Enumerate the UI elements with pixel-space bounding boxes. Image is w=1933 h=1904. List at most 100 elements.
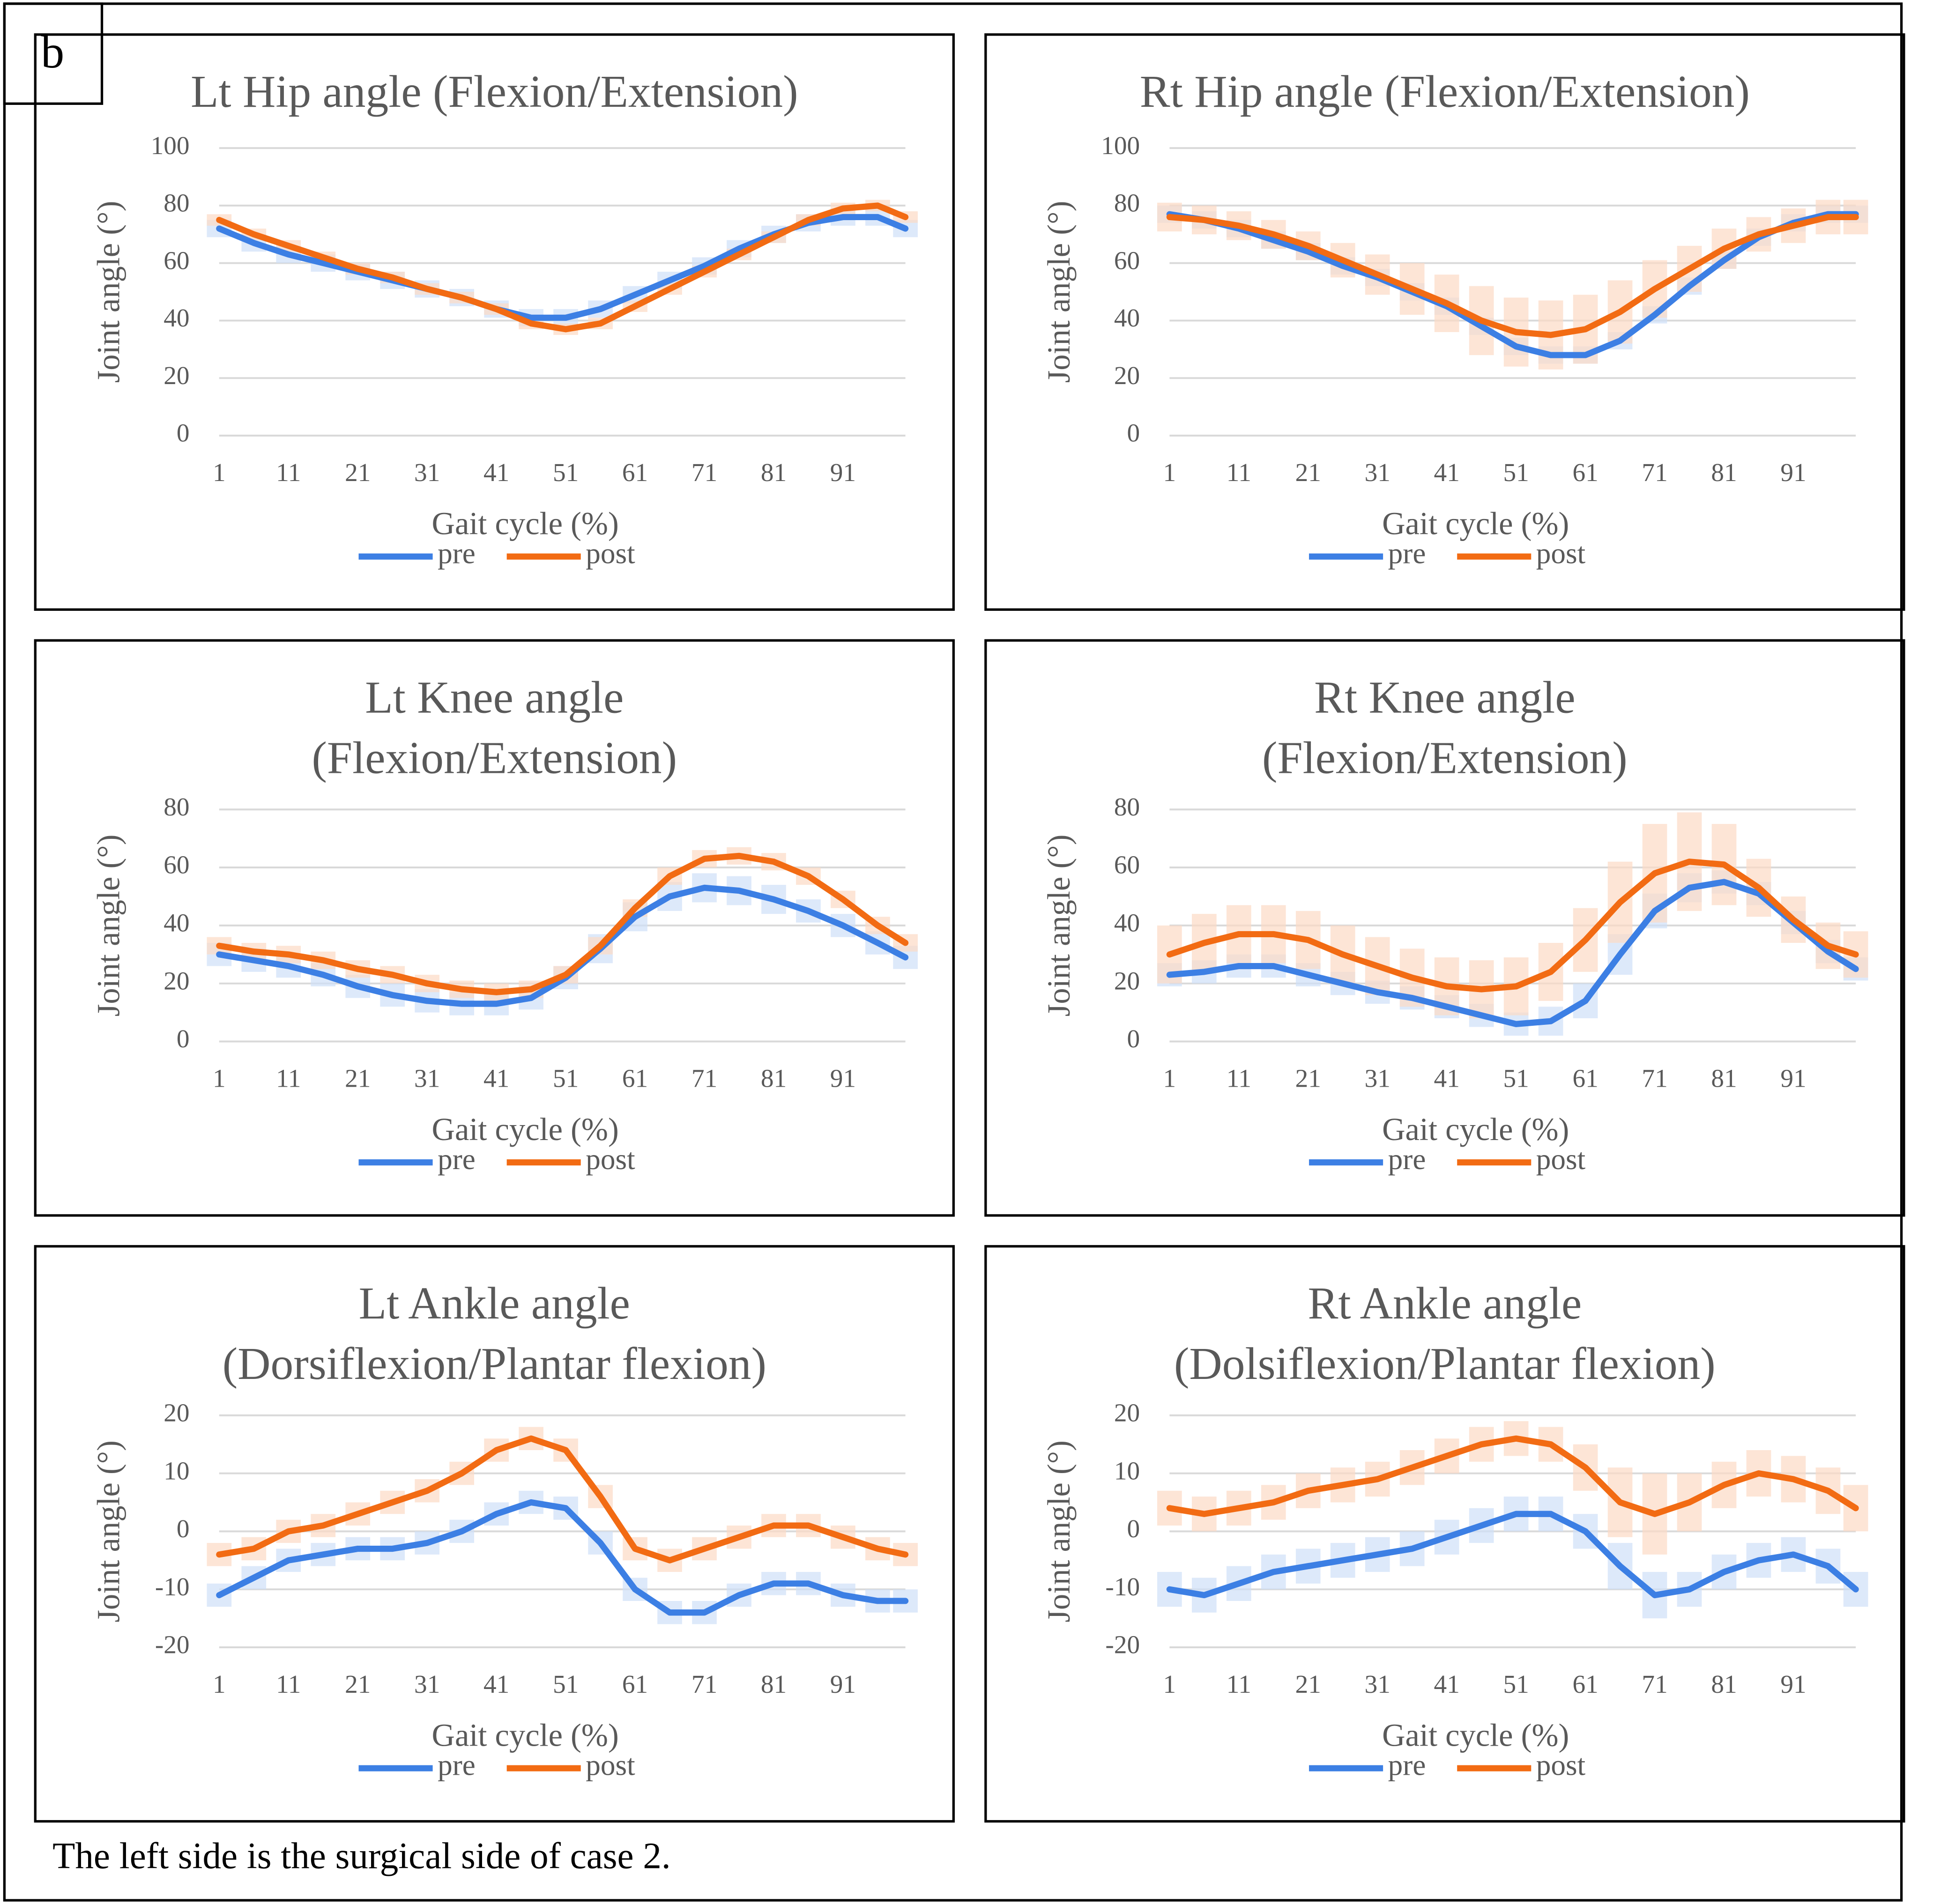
- y-axis-label: Joint angle (°): [90, 201, 126, 383]
- y-tick-label: 20: [1114, 1398, 1140, 1427]
- x-tick-label: 81: [1711, 1670, 1737, 1698]
- x-tick-label: 51: [1503, 458, 1529, 487]
- x-tick-label: 91: [830, 1064, 856, 1093]
- x-tick-label: 21: [345, 458, 371, 487]
- series-line: [216, 852, 909, 995]
- legend-label: post: [1536, 537, 1586, 570]
- caption: The left side is the surgical side of ca…: [52, 1836, 670, 1876]
- y-tick-label: 80: [1114, 189, 1140, 217]
- y-tick-label: 60: [1114, 246, 1140, 274]
- chart-title: (Flexion/Extension): [1262, 733, 1628, 783]
- chart-title: Lt Ankle angle: [359, 1278, 630, 1329]
- x-tick-label: 71: [691, 1670, 717, 1698]
- x-tick-label: 41: [483, 1064, 509, 1093]
- x-tick-label: 71: [1642, 1064, 1667, 1093]
- x-tick-label: 81: [1711, 1064, 1737, 1093]
- y-tick-label: 40: [164, 909, 189, 937]
- y-tick-label: 0: [1127, 419, 1140, 447]
- x-tick-label: 41: [1434, 458, 1460, 487]
- x-tick-label: 91: [830, 1670, 856, 1698]
- panel-border: [34, 33, 955, 611]
- x-tick-label: 41: [1434, 1670, 1460, 1698]
- legend-label: pre: [438, 1143, 476, 1176]
- y-axis-label: Joint angle (°): [90, 1440, 126, 1622]
- y-axis-label: Joint angle (°): [90, 834, 126, 1016]
- x-tick-label: 21: [1295, 1670, 1321, 1698]
- chart-title: Rt Knee angle: [1314, 672, 1576, 723]
- y-tick-label: 60: [164, 246, 189, 274]
- legend-label: post: [1536, 1143, 1586, 1176]
- x-tick-label: 51: [553, 1064, 579, 1093]
- legend-label: post: [586, 537, 635, 570]
- x-tick-label: 81: [761, 458, 787, 487]
- y-tick-label: 20: [164, 361, 189, 390]
- series-line: [1166, 211, 1859, 358]
- chart-title: Rt Ankle angle: [1308, 1278, 1582, 1329]
- x-tick-label: 81: [761, 1670, 787, 1698]
- x-tick-label: 81: [761, 1064, 787, 1093]
- x-tick-label: 31: [414, 1670, 440, 1698]
- x-tick-label: 1: [213, 1064, 226, 1093]
- x-tick-label: 91: [830, 458, 856, 487]
- y-tick-label: 60: [1114, 851, 1140, 879]
- x-tick-label: 31: [1365, 458, 1390, 487]
- series-line: [1166, 859, 1859, 993]
- chart-title: (Dorsiflexion/Plantar flexion): [223, 1339, 766, 1389]
- x-tick-label: 1: [213, 1670, 226, 1698]
- panel-border: [984, 33, 1905, 611]
- y-tick-label: -10: [1105, 1572, 1140, 1601]
- x-tick-label: 1: [213, 458, 226, 487]
- chart-title: Lt Knee angle: [365, 672, 624, 723]
- y-tick-label: 0: [1127, 1024, 1140, 1053]
- x-tick-label: 21: [1295, 1064, 1321, 1093]
- x-tick-label: 31: [1365, 1064, 1390, 1093]
- x-tick-label: 51: [553, 1670, 579, 1698]
- x-tick-label: 31: [414, 458, 440, 487]
- series-line: [216, 202, 909, 333]
- x-tick-label: 1: [1163, 1670, 1176, 1698]
- y-axis-label: Joint angle (°): [1041, 834, 1077, 1016]
- y-tick-label: 10: [1114, 1456, 1140, 1485]
- chart-title: (Flexion/Extension): [312, 733, 677, 783]
- x-tick-label: 51: [1503, 1670, 1529, 1698]
- x-tick-label: 51: [553, 458, 579, 487]
- x-tick-label: 11: [276, 1670, 301, 1698]
- y-tick-label: 20: [164, 966, 189, 995]
- y-tick-label: 100: [151, 131, 190, 160]
- y-axis-label: Joint angle (°): [1041, 201, 1077, 383]
- panel-label-box: [3, 2, 104, 105]
- outer-border: [3, 2, 1903, 1902]
- legend-label: pre: [438, 537, 476, 570]
- x-tick-label: 11: [276, 458, 301, 487]
- x-tick-label: 41: [483, 1670, 509, 1698]
- y-tick-label: -20: [1105, 1630, 1140, 1659]
- y-tick-label: 40: [1114, 909, 1140, 937]
- x-tick-label: 61: [1572, 458, 1598, 487]
- series-line: [216, 1435, 909, 1563]
- legend-label: pre: [1388, 1749, 1426, 1782]
- x-tick-label: 91: [1780, 1064, 1806, 1093]
- x-axis-label: Gait cycle (%): [1382, 506, 1569, 541]
- y-tick-label: 0: [177, 419, 190, 447]
- y-tick-label: 100: [1101, 131, 1140, 160]
- x-axis-label: Gait cycle (%): [1382, 1111, 1569, 1147]
- x-axis-label: Gait cycle (%): [432, 506, 619, 541]
- x-tick-label: 1: [1163, 458, 1176, 487]
- x-tick-label: 11: [1227, 458, 1251, 487]
- series-line: [1166, 214, 1859, 338]
- y-tick-label: -10: [155, 1572, 190, 1601]
- legend-label: post: [1536, 1749, 1586, 1782]
- y-tick-label: 80: [164, 189, 189, 217]
- y-axis-label: Joint angle (°): [1041, 1440, 1077, 1622]
- x-axis-label: Gait cycle (%): [1382, 1718, 1569, 1753]
- x-tick-label: 31: [1365, 1670, 1390, 1698]
- x-tick-label: 11: [1227, 1670, 1251, 1698]
- x-tick-label: 71: [691, 458, 717, 487]
- x-tick-label: 71: [1642, 1670, 1667, 1698]
- legend-label: post: [586, 1749, 635, 1782]
- legend-label: post: [586, 1143, 635, 1176]
- x-axis-label: Gait cycle (%): [432, 1718, 619, 1753]
- y-tick-label: 0: [1127, 1514, 1140, 1543]
- x-tick-label: 31: [414, 1064, 440, 1093]
